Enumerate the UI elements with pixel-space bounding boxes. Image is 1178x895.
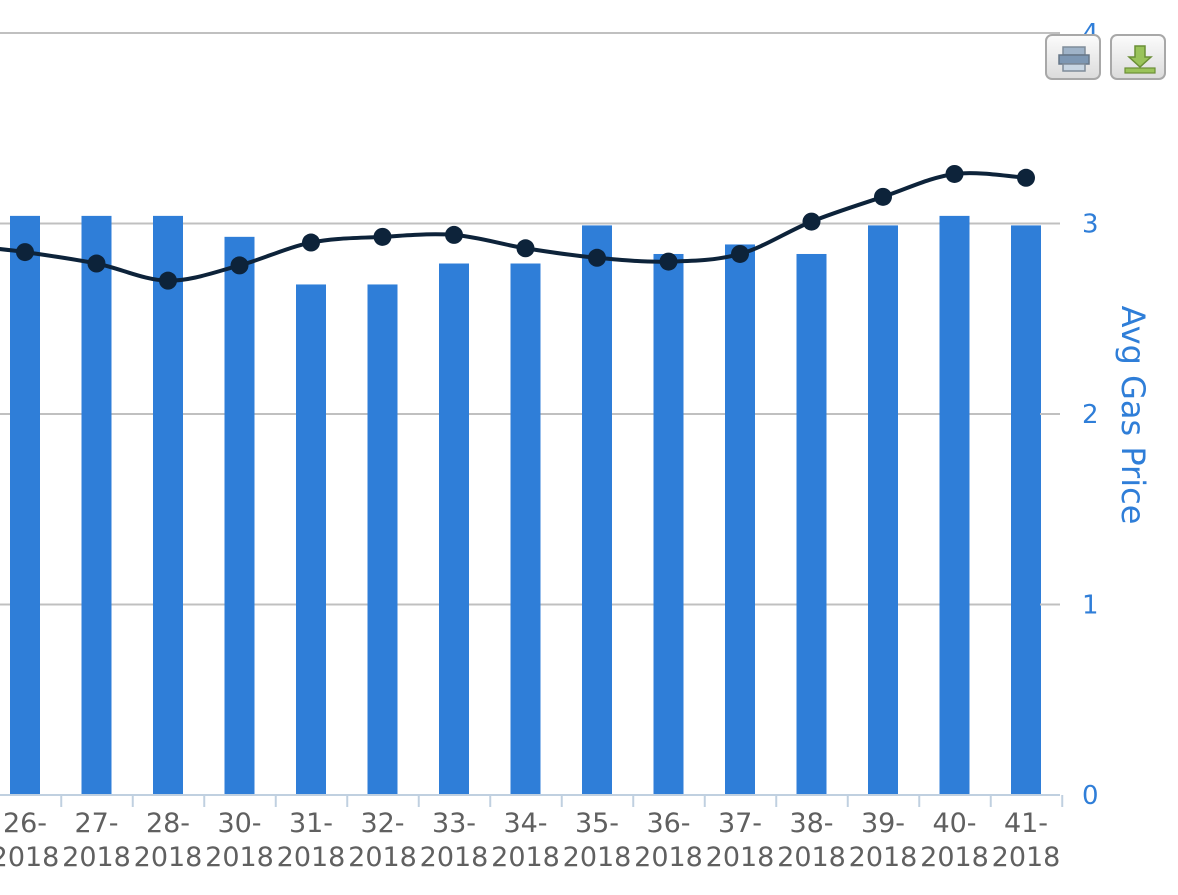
- line-point[interactable]: [373, 227, 392, 246]
- y-tick-label: 2: [1082, 400, 1099, 430]
- line-point[interactable]: [516, 239, 535, 258]
- bar[interactable]: [653, 253, 684, 796]
- bar-series: [10, 215, 1041, 796]
- bar[interactable]: [10, 215, 40, 795]
- x-tick-label: 31-2018: [277, 808, 346, 873]
- line-point[interactable]: [302, 233, 320, 252]
- bar[interactable]: [868, 225, 898, 795]
- print-button[interactable]: [1045, 34, 1101, 80]
- line-point[interactable]: [802, 212, 821, 231]
- x-tick-label: 40-2018: [920, 808, 989, 873]
- x-axis: 26-201827-201828-201830-201831-201832-20…: [0, 794, 1064, 873]
- bar[interactable]: [224, 236, 255, 795]
- bar[interactable]: [725, 244, 755, 795]
- x-tick-label: 32-2018: [348, 808, 417, 873]
- line-point[interactable]: [1017, 168, 1035, 187]
- right-y-axis: 01234: [1040, 19, 1099, 811]
- line-point[interactable]: [445, 225, 463, 244]
- y-tick-label: 1: [1082, 591, 1099, 621]
- line-point[interactable]: [874, 187, 892, 206]
- line-point[interactable]: [659, 252, 678, 271]
- bar[interactable]: [296, 284, 326, 795]
- bar[interactable]: [153, 215, 183, 795]
- bar[interactable]: [439, 263, 469, 795]
- x-tick-label: 36-2018: [634, 808, 703, 873]
- x-tick-label: 34-2018: [491, 808, 560, 873]
- line-series: [0, 164, 1035, 290]
- download-icon: [1124, 45, 1156, 74]
- bar[interactable]: [582, 225, 612, 795]
- line-point[interactable]: [159, 271, 177, 290]
- bar[interactable]: [939, 215, 970, 795]
- line-point[interactable]: [731, 244, 749, 263]
- line-point[interactable]: [588, 248, 606, 267]
- right-axis-title: Avg Gas Price: [1114, 306, 1152, 525]
- bar[interactable]: [1011, 225, 1041, 795]
- download-button[interactable]: [1110, 34, 1166, 80]
- bar[interactable]: [510, 263, 541, 795]
- x-tick-label: 35-2018: [563, 808, 632, 873]
- line-path: [0, 171, 1027, 283]
- bar[interactable]: [81, 215, 112, 795]
- x-tick-label: 41-2018: [992, 808, 1061, 873]
- y-tick-label: 3: [1082, 210, 1099, 240]
- x-tick-label: 27-2018: [62, 808, 131, 873]
- line-point[interactable]: [230, 256, 249, 275]
- x-tick-label: 30-2018: [205, 808, 274, 873]
- printer-icon: [1058, 46, 1090, 72]
- line-point[interactable]: [87, 254, 106, 273]
- bar[interactable]: [367, 284, 398, 795]
- y-tick-label: 0: [1082, 781, 1099, 811]
- x-tick-label: 26-2018: [0, 808, 59, 873]
- x-tick-label: 39-2018: [849, 808, 918, 873]
- line-point[interactable]: [945, 164, 964, 183]
- x-tick-label: 33-2018: [420, 808, 489, 873]
- line-point[interactable]: [16, 243, 34, 262]
- x-tick-label: 28-2018: [134, 808, 203, 873]
- x-tick-label: 37-2018: [706, 808, 775, 873]
- bar[interactable]: [796, 253, 827, 796]
- x-tick-label: 38-2018: [777, 808, 846, 873]
